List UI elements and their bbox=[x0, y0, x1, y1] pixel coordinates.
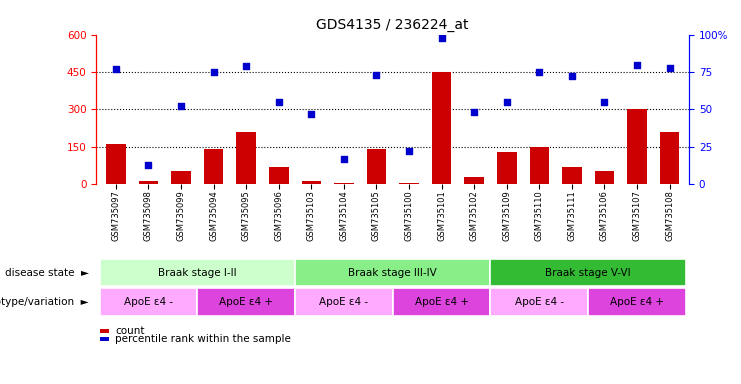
Bar bbox=[139, 180, 159, 184]
Point bbox=[110, 66, 122, 72]
Bar bbox=[627, 109, 647, 184]
Bar bbox=[367, 149, 386, 184]
Bar bbox=[595, 170, 614, 184]
Bar bbox=[530, 147, 549, 184]
Bar bbox=[399, 183, 419, 184]
Bar bbox=[99, 288, 197, 316]
Point bbox=[240, 63, 252, 69]
Bar bbox=[236, 132, 256, 184]
Bar bbox=[99, 259, 295, 286]
Point bbox=[273, 99, 285, 105]
Bar bbox=[491, 259, 686, 286]
Bar bbox=[171, 170, 190, 184]
Text: Braak stage I-II: Braak stage I-II bbox=[158, 268, 236, 278]
Bar bbox=[269, 167, 288, 184]
Point bbox=[599, 99, 611, 105]
Point bbox=[338, 156, 350, 162]
Point bbox=[534, 69, 545, 75]
Text: ApoE ε4 +: ApoE ε4 + bbox=[219, 297, 273, 307]
Point bbox=[566, 73, 578, 79]
Point bbox=[207, 69, 219, 75]
Point bbox=[142, 162, 154, 168]
Bar bbox=[106, 144, 126, 184]
Bar bbox=[334, 183, 353, 184]
Bar bbox=[432, 72, 451, 184]
Bar bbox=[659, 132, 679, 184]
Bar bbox=[302, 180, 321, 184]
Text: ApoE ε4 -: ApoE ε4 - bbox=[319, 297, 368, 307]
Bar bbox=[204, 149, 223, 184]
Text: ApoE ε4 -: ApoE ε4 - bbox=[515, 297, 564, 307]
Title: GDS4135 / 236224_at: GDS4135 / 236224_at bbox=[316, 18, 469, 32]
Bar bbox=[197, 288, 295, 316]
Bar bbox=[497, 152, 516, 184]
Point bbox=[305, 111, 317, 117]
Bar bbox=[295, 288, 393, 316]
Bar bbox=[393, 288, 491, 316]
Text: percentile rank within the sample: percentile rank within the sample bbox=[116, 334, 291, 344]
Text: ApoE ε4 +: ApoE ε4 + bbox=[610, 297, 664, 307]
Point bbox=[175, 103, 187, 109]
Point bbox=[436, 35, 448, 41]
Point bbox=[468, 109, 480, 116]
Bar bbox=[491, 288, 588, 316]
Point bbox=[403, 148, 415, 154]
Point bbox=[631, 61, 643, 68]
Point bbox=[370, 72, 382, 78]
Text: genotype/variation  ►: genotype/variation ► bbox=[0, 297, 89, 307]
Point bbox=[664, 65, 676, 71]
Text: count: count bbox=[116, 326, 144, 336]
Text: ApoE ε4 +: ApoE ε4 + bbox=[414, 297, 468, 307]
Text: Braak stage III-IV: Braak stage III-IV bbox=[348, 268, 437, 278]
Bar bbox=[465, 177, 484, 184]
Text: ApoE ε4 -: ApoE ε4 - bbox=[124, 297, 173, 307]
Bar bbox=[562, 167, 582, 184]
Point bbox=[501, 99, 513, 105]
Bar bbox=[588, 288, 686, 316]
Text: disease state  ►: disease state ► bbox=[5, 268, 89, 278]
Bar bbox=[295, 259, 491, 286]
Text: Braak stage V-VI: Braak stage V-VI bbox=[545, 268, 631, 278]
